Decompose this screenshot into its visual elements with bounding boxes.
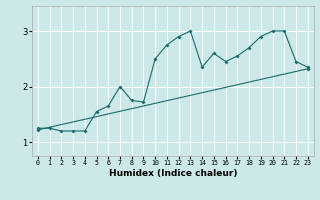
X-axis label: Humidex (Indice chaleur): Humidex (Indice chaleur) <box>108 169 237 178</box>
